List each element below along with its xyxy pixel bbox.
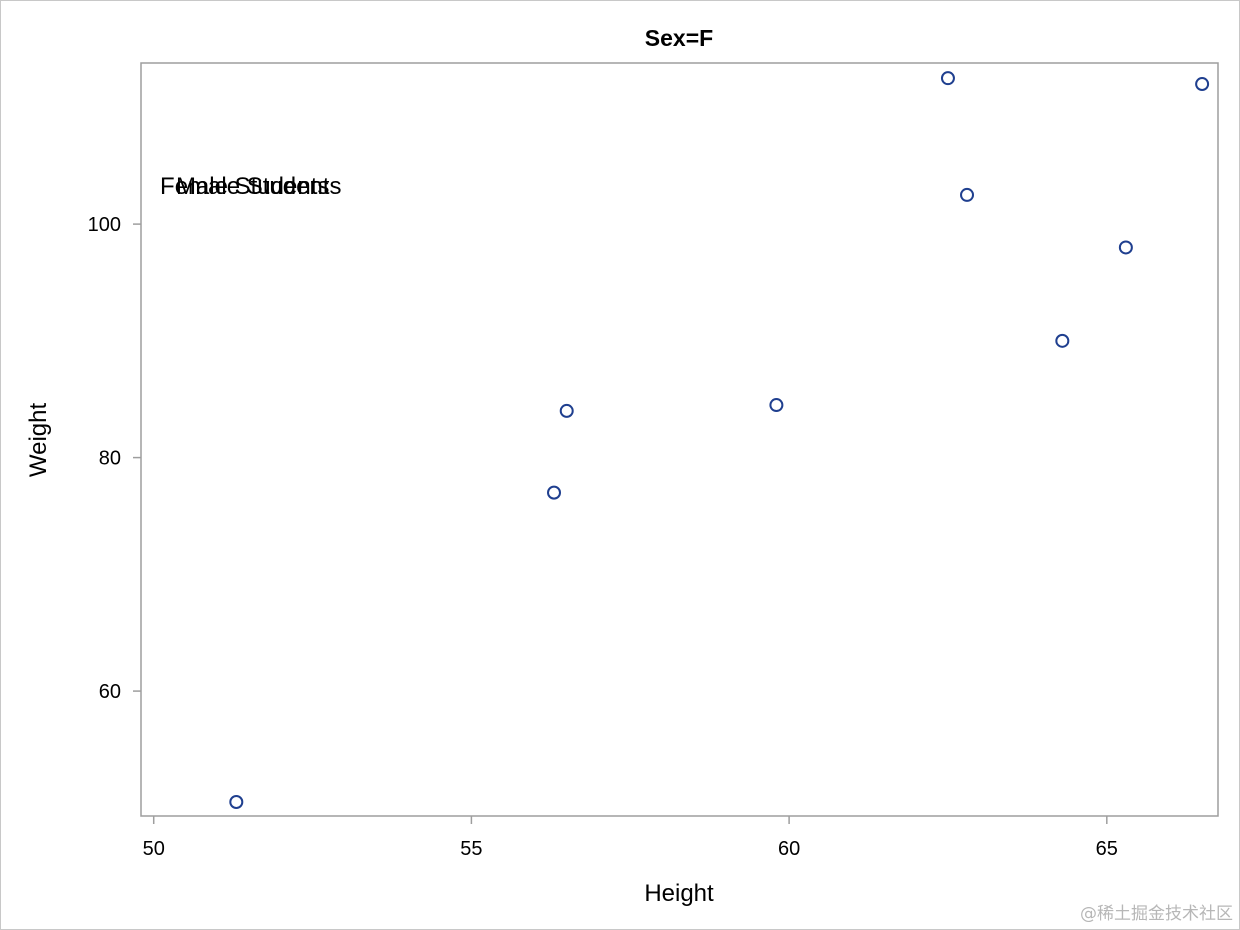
data-point	[940, 71, 955, 86]
data-point	[1055, 333, 1070, 348]
data-point	[559, 403, 574, 418]
watermark: @稀土掘金技术社区	[1080, 904, 1233, 924]
x-tick-label: 50	[143, 838, 165, 860]
chart-title: Sex=F	[645, 25, 713, 51]
y-axis: 60 80 100	[88, 214, 141, 703]
plot-area	[140, 62, 1219, 817]
data-points	[229, 71, 1210, 809]
y-axis-label: Weight	[25, 403, 52, 478]
y-tick-label: 60	[99, 681, 121, 703]
x-tick-label: 65	[1096, 838, 1118, 860]
data-point	[1195, 77, 1210, 92]
x-tick-label: 60	[778, 838, 800, 860]
data-point	[1118, 240, 1133, 255]
x-axis-label: Height	[644, 880, 714, 907]
x-axis: 50 55 60 65	[143, 816, 1118, 860]
data-point	[547, 485, 562, 500]
y-tick-label: 80	[99, 448, 121, 470]
x-tick-label: 55	[460, 838, 482, 860]
data-point	[769, 398, 784, 413]
data-point	[229, 794, 244, 809]
data-point	[960, 187, 975, 202]
annotation-label: Female Students	[160, 173, 341, 200]
y-tick-label: 100	[88, 214, 121, 236]
annotation-label: Male Students	[176, 173, 329, 200]
